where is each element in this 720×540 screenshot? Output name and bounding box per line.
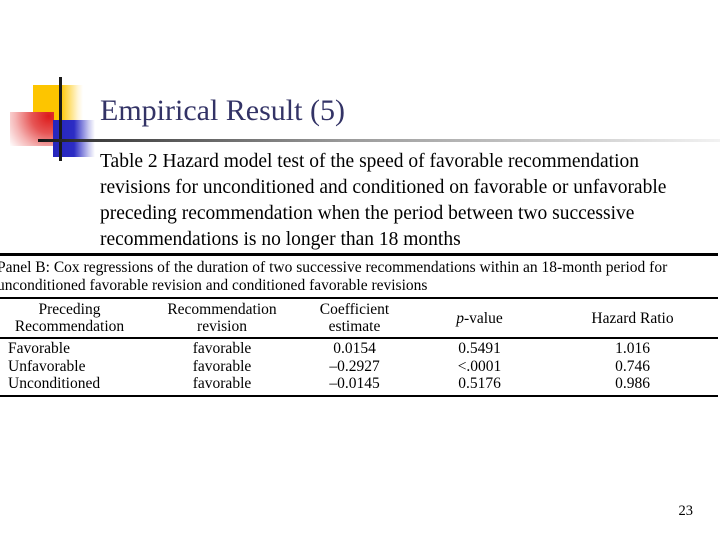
table-row-unfavorable: Unfavorable favorable –0.2927 <.0001 0.7… <box>0 358 718 376</box>
slide-title: Empirical Result (5) <box>100 94 345 127</box>
header-line: Recommendation <box>167 301 277 318</box>
cell-preceding: Unfavorable <box>8 357 86 375</box>
header-line: revision <box>197 318 247 335</box>
page-number: 23 <box>678 503 694 519</box>
results-table: Panel B: Cox regressions of the duration… <box>0 253 718 397</box>
column-header-recommendation-revision: Recommendation revision <box>147 299 297 337</box>
cell-revision: favorable <box>192 375 252 392</box>
header-line: Coefficient <box>319 301 390 318</box>
cell-hazard-ratio: 1.016 <box>615 340 650 357</box>
cell-revision: favorable <box>192 340 252 357</box>
cell-p-value: 0.5176 <box>458 375 501 392</box>
cell-p-value: 0.5491 <box>458 340 501 357</box>
cell-coefficient: –0.0145 <box>329 375 380 392</box>
header-line: estimate <box>328 318 381 335</box>
column-header-hazard-ratio: Hazard Ratio <box>547 299 718 337</box>
header-line: Preceding <box>38 301 101 318</box>
cell-revision: favorable <box>192 357 252 375</box>
cell-coefficient: 0.0154 <box>333 340 376 357</box>
slide-body-text: Table 2 Hazard model test of the speed o… <box>100 149 710 253</box>
header-line: Recommendation <box>14 318 125 335</box>
body-line: recommendations is no longer than 18 mon… <box>100 229 461 250</box>
p-value-italic-p: p <box>456 309 464 327</box>
cell-hazard-ratio: 0.746 <box>615 357 650 375</box>
table-row-favorable: Favorable favorable 0.0154 0.5491 1.016 <box>0 340 718 358</box>
column-header-preceding-recommendation: Preceding Recommendation <box>0 299 147 337</box>
table-caption-line: Panel B: Cox regressions of the duration… <box>0 259 668 276</box>
table-header-row: Preceding Recommendation Recommendation … <box>0 299 718 339</box>
table-caption: Panel B: Cox regressions of the duration… <box>0 256 718 299</box>
p-value-rest: -value <box>464 309 503 327</box>
cell-p-value: <.0001 <box>457 357 502 375</box>
table-caption-line: unconditioned favorable revision and con… <box>0 277 428 294</box>
body-line: Table 2 Hazard model test of the speed o… <box>100 151 640 172</box>
cell-coefficient: –0.2927 <box>329 357 380 375</box>
header-line: p-value <box>456 310 502 327</box>
column-header-p-value: p-value <box>412 299 547 337</box>
cell-preceding: Favorable <box>8 340 70 357</box>
column-header-coefficient-estimate: Coefficient estimate <box>297 299 412 337</box>
header-line: Hazard Ratio <box>591 309 674 327</box>
cell-preceding: Unconditioned <box>8 375 101 392</box>
cell-hazard-ratio: 0.986 <box>615 375 650 392</box>
decoration-vertical-line <box>59 77 62 161</box>
body-line: revisions for unconditioned and conditio… <box>100 177 667 198</box>
title-underline-rule <box>38 139 720 142</box>
body-line: preceding recommendation when the period… <box>100 203 635 224</box>
table-row-unconditioned: Unconditioned favorable –0.0145 0.5176 0… <box>0 375 718 393</box>
table-body: Favorable favorable 0.0154 0.5491 1.016 … <box>0 339 718 395</box>
